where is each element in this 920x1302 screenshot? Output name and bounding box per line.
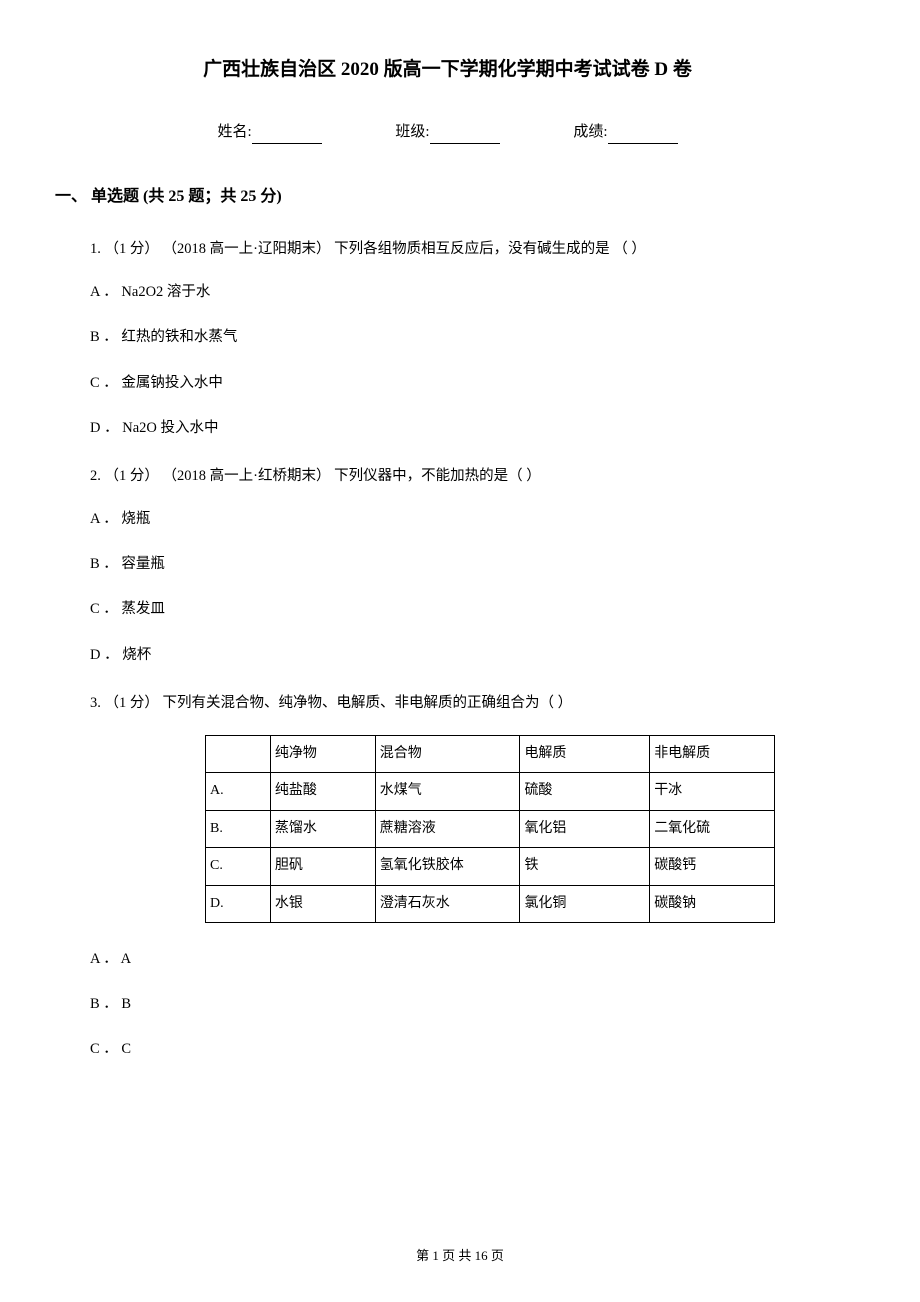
q3-points: （1 分） — [105, 695, 159, 711]
table-row: B. 蒸馏水 蔗糖溶液 氧化铝 二氧化硫 — [206, 810, 775, 847]
q2-option-a: A ． 烧瓶 — [90, 508, 840, 531]
q1-option-a: A ． Na2O2 溶于水 — [90, 281, 840, 304]
table-cell: C. — [206, 848, 271, 885]
table-cell: B. — [206, 810, 271, 847]
table-cell: 氧化铝 — [520, 810, 650, 847]
table-cell: 蔗糖溶液 — [375, 810, 520, 847]
table-cell: 二氧化硫 — [650, 810, 775, 847]
q1-number: 1. — [90, 241, 101, 257]
table-row: C. 胆矾 氢氧化铁胶体 铁 碳酸钙 — [206, 848, 775, 885]
table-header-row: 纯净物 混合物 电解质 非电解质 — [206, 736, 775, 773]
q2-option-d: D ． 烧杯 — [90, 644, 840, 667]
table-cell: 碳酸钠 — [650, 885, 775, 922]
name-field: 姓名: — [217, 120, 321, 144]
table-cell: 澄清石灰水 — [375, 885, 520, 922]
info-row: 姓名: 班级: 成绩: — [55, 120, 840, 144]
class-field: 班级: — [395, 120, 499, 144]
q3-option-b: B ． B — [90, 993, 840, 1016]
q2-number: 2. — [90, 468, 101, 484]
table-cell: 碳酸钙 — [650, 848, 775, 885]
table-header-0 — [206, 736, 271, 773]
table-header-4: 非电解质 — [650, 736, 775, 773]
q3-text: 下列有关混合物、纯净物、电解质、非电解质的正确组合为（ ） — [163, 695, 573, 711]
q3-number: 3. — [90, 695, 101, 711]
table-row: D. 水银 澄清石灰水 氯化铜 碳酸钠 — [206, 885, 775, 922]
q2-option-c: C ． 蒸发皿 — [90, 598, 840, 621]
q1-option-c: C ． 金属钠投入水中 — [90, 372, 840, 395]
score-label: 成绩: — [573, 124, 607, 140]
section-header: 一、 单选题 (共 25 题；共 25 分) — [55, 184, 840, 210]
q2-text: 下列仪器中，不能加热的是（ ） — [334, 468, 541, 484]
table-header-3: 电解质 — [520, 736, 650, 773]
question-3-text: 3. （1 分） 下列有关混合物、纯净物、电解质、非电解质的正确组合为（ ） — [90, 692, 840, 715]
q2-option-b: B ． 容量瓶 — [90, 553, 840, 576]
q2-points: （1 分） — [105, 468, 159, 484]
q1-option-d: D ． Na2O 投入水中 — [90, 417, 840, 440]
table-cell: 铁 — [520, 848, 650, 885]
name-label: 姓名: — [217, 124, 251, 140]
table-cell: D. — [206, 885, 271, 922]
table-cell: 水煤气 — [375, 773, 520, 810]
table-header-1: 纯净物 — [270, 736, 375, 773]
q3-option-a: A ． A — [90, 948, 840, 971]
table-row: A. 纯盐酸 水煤气 硫酸 干冰 — [206, 773, 775, 810]
table-cell: 硫酸 — [520, 773, 650, 810]
table-header-2: 混合物 — [375, 736, 520, 773]
document-title: 广西壮族自治区 2020 版高一下学期化学期中考试试卷 D 卷 — [55, 55, 840, 85]
table-cell: A. — [206, 773, 271, 810]
question-2: 2. （1 分） （2018 高一上·红桥期末） 下列仪器中，不能加热的是（ ）… — [90, 465, 840, 667]
table-cell: 纯盐酸 — [270, 773, 375, 810]
q1-points: （1 分） — [105, 241, 159, 257]
score-blank — [608, 143, 678, 144]
question-2-text: 2. （1 分） （2018 高一上·红桥期末） 下列仪器中，不能加热的是（ ） — [90, 465, 840, 488]
table-cell: 氯化铜 — [520, 885, 650, 922]
table-cell: 胆矾 — [270, 848, 375, 885]
q2-source: （2018 高一上·红桥期末） — [163, 468, 331, 484]
name-blank — [252, 143, 322, 144]
q3-option-c: C ． C — [90, 1038, 840, 1061]
q1-source: （2018 高一上·辽阳期末） — [163, 241, 331, 257]
class-blank — [430, 143, 500, 144]
q1-option-b: B ． 红热的铁和水蒸气 — [90, 326, 840, 349]
page-footer: 第 1 页 共 16 页 — [0, 1246, 920, 1267]
score-field: 成绩: — [573, 120, 677, 144]
table-cell: 氢氧化铁胶体 — [375, 848, 520, 885]
q3-table: 纯净物 混合物 电解质 非电解质 A. 纯盐酸 水煤气 硫酸 干冰 B. 蒸馏水… — [205, 735, 775, 923]
q3-table-container: 纯净物 混合物 电解质 非电解质 A. 纯盐酸 水煤气 硫酸 干冰 B. 蒸馏水… — [205, 735, 840, 923]
table-cell: 水银 — [270, 885, 375, 922]
question-1: 1. （1 分） （2018 高一上·辽阳期末） 下列各组物质相互反应后，没有碱… — [90, 238, 840, 440]
table-cell: 蒸馏水 — [270, 810, 375, 847]
class-label: 班级: — [395, 124, 429, 140]
table-cell: 干冰 — [650, 773, 775, 810]
question-1-text: 1. （1 分） （2018 高一上·辽阳期末） 下列各组物质相互反应后，没有碱… — [90, 238, 840, 261]
q1-text: 下列各组物质相互反应后，没有碱生成的是 （ ） — [334, 241, 646, 257]
question-3: 3. （1 分） 下列有关混合物、纯净物、电解质、非电解质的正确组合为（ ） 纯… — [90, 692, 840, 1062]
